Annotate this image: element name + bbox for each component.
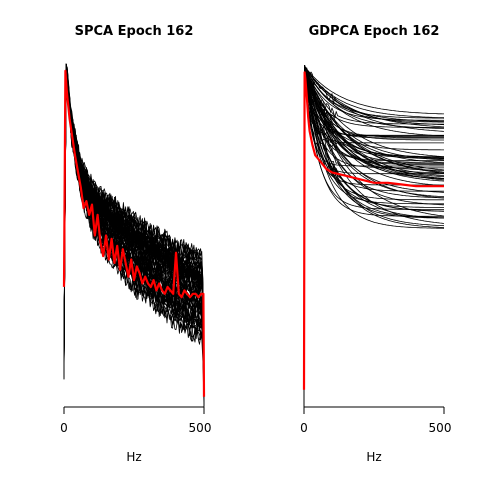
gdpca-spectrum-line-56 (303, 65, 444, 408)
gdpca-spectrum-line-66 (303, 65, 445, 408)
gdpca-spectrum-line-52 (303, 65, 444, 408)
panel-spca-x-tick-label-500: 500 (189, 421, 212, 435)
gdpca-spectrum-line-47 (303, 65, 444, 408)
spca-spectrum-line-59 (63, 63, 205, 393)
spca-spectrum-line-57 (63, 68, 205, 401)
gdpca-spectrum-line-60 (303, 65, 444, 408)
gdpca-spectrum-line-65 (303, 65, 444, 408)
gdpca-spectrum-line-64 (303, 65, 444, 408)
spca-spectrum-line-52 (63, 71, 205, 394)
gdpca-spectrum-line-12 (303, 65, 445, 408)
gdpca-spectrum-line-34 (303, 65, 444, 408)
gdpca-spectrum-line-62 (303, 65, 444, 408)
gdpca-spectrum-line-22 (303, 65, 444, 408)
gdpca-spectrum-line-49 (303, 65, 444, 408)
spca-spectrum-line-58 (63, 64, 205, 405)
gdpca-spectrum-line-63 (303, 65, 444, 408)
panel-gdpca-title: GDPCA Epoch 162 (309, 24, 440, 39)
panel-gdpca-x-axis-label: Hz (366, 450, 381, 464)
panel-gdpca-x-tick-label-0: 0 (300, 421, 308, 435)
panel-gdpca-x-tick-label-500: 500 (429, 421, 452, 435)
gdpca-spectrum-line-61 (303, 65, 444, 408)
gdpca-spectrum-line-57 (303, 65, 445, 408)
panel-gdpca-plot-area (302, 65, 445, 408)
gdpca-spectrum-line-69 (303, 65, 444, 408)
gdpca-spectrum-line-68 (303, 65, 444, 408)
panel-spca-plot-area (62, 63, 206, 408)
gdpca-spectrum-line-55 (303, 65, 444, 408)
panel-gdpca: GDPCA Epoch 162 0 500 Hz (300, 24, 451, 464)
gdpca-spectrum-line-31 (303, 65, 444, 408)
gdpca-spectrum-line-5 (303, 65, 445, 408)
gdpca-spectrum-line-26 (303, 65, 444, 408)
gdpca-spectrum-line-50 (303, 65, 445, 408)
panel-spca-title: SPCA Epoch 162 (75, 24, 194, 39)
gdpca-mean-line (302, 71, 444, 390)
panel-spca-x-tick-label-0: 0 (60, 421, 68, 435)
panel-spca-x-axis-label: Hz (126, 450, 141, 464)
gdpca-spectrum-line-58 (303, 65, 445, 408)
spca-mean-line (62, 69, 206, 397)
gdpca-spectrum-line-48 (303, 65, 444, 408)
spca-spectrum-line-33 (63, 63, 205, 391)
spca-spectrum-line-11 (63, 63, 205, 391)
panel-spca: SPCA Epoch 162 0 500 Hz (60, 24, 211, 464)
gdpca-spectrum-line-40 (303, 65, 445, 408)
gdpca-spectrum-line-67 (303, 65, 444, 408)
spca-spectrum-line-23 (63, 63, 205, 393)
gdpca-spectrum-line-51 (303, 65, 445, 408)
